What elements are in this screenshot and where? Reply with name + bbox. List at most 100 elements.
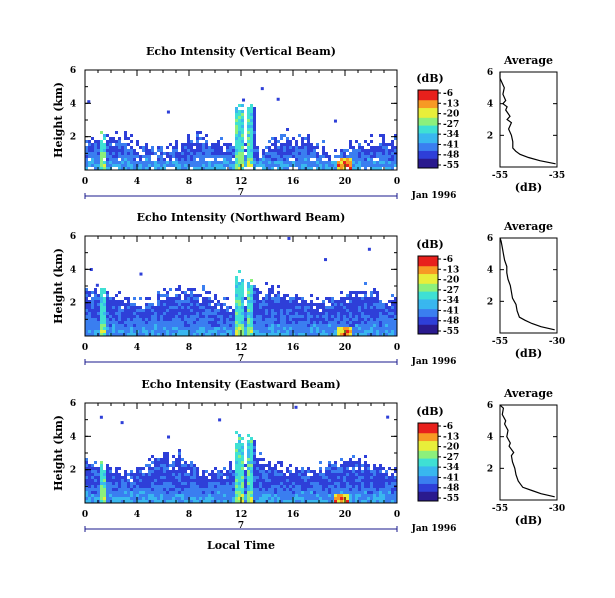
echo-cell: [169, 152, 172, 155]
echo-cell: [256, 312, 259, 315]
echo-cell: [100, 315, 103, 318]
echo-cell: [358, 491, 361, 494]
echo-cell: [115, 330, 118, 333]
echo-cell: [100, 312, 103, 315]
echo-cell: [220, 485, 223, 488]
echo-cell: [178, 452, 181, 455]
echo-cell: [346, 312, 349, 315]
echo-cell: [178, 318, 181, 321]
echo-cell: [391, 482, 394, 485]
echo-cell: [100, 327, 103, 330]
colorbar-segment: [418, 113, 438, 116]
echo-cell: [238, 309, 241, 312]
echo-cell: [343, 161, 346, 164]
echo-cell: [346, 461, 349, 464]
echo-cell: [211, 470, 214, 473]
echo-cell: [313, 485, 316, 488]
echo-cell: [391, 330, 394, 333]
profile-y-tick-label: 6: [487, 68, 493, 78]
echo-cell: [142, 167, 145, 170]
echo-cell: [88, 312, 91, 315]
echo-cell: [253, 164, 256, 167]
echo-cell: [208, 488, 211, 491]
echo-cell: [220, 497, 223, 500]
echo-cell: [184, 321, 187, 324]
echo-cell: [130, 500, 133, 503]
echo-cell: [337, 300, 340, 303]
echo-cell: [241, 116, 244, 119]
echo-cell: [163, 482, 166, 485]
echo-cell: [232, 470, 235, 473]
echo-cell: [304, 327, 307, 330]
echo-cell: [130, 318, 133, 321]
echo-cell: [196, 167, 199, 170]
echo-cell: [235, 318, 238, 321]
echo-cell: [136, 155, 139, 158]
echo-cell: [139, 473, 142, 476]
echo-cell: [160, 482, 163, 485]
echo-cell: [247, 327, 250, 330]
echo-cell: [241, 452, 244, 455]
echo-cell: [256, 485, 259, 488]
echo-cell: [280, 473, 283, 476]
echo-cell: [163, 321, 166, 324]
echo-cell: [172, 303, 175, 306]
echo-cell: [307, 318, 310, 321]
echo-cell: [157, 473, 160, 476]
echo-cell: [121, 300, 124, 303]
echo-cell: [196, 321, 199, 324]
echo-cell: [103, 288, 106, 291]
echo-cell: [166, 164, 169, 167]
echo-cell: [292, 161, 295, 164]
echo-cell: [376, 485, 379, 488]
echo-cell: [286, 161, 289, 164]
echo-cell: [217, 303, 220, 306]
echo-cell: [304, 309, 307, 312]
echo-cell: [328, 333, 331, 336]
echo-cell: [235, 140, 238, 143]
echo-cell: [388, 164, 391, 167]
echo-cell: [253, 491, 256, 494]
echo-cell: [163, 491, 166, 494]
echo-cell: [187, 288, 190, 291]
echo-cell: [112, 473, 115, 476]
echo-cell: [388, 479, 391, 482]
echo-cell: [385, 473, 388, 476]
echo-cell: [220, 318, 223, 321]
echo-cell: [328, 485, 331, 488]
echo-cell: [229, 152, 232, 155]
echo-cell: [322, 482, 325, 485]
echo-cell: [247, 452, 250, 455]
echo-cell: [292, 491, 295, 494]
echo-cell: [238, 143, 241, 146]
echo-cell: [295, 309, 298, 312]
echo-cell: [382, 488, 385, 491]
echo-cell: [106, 473, 109, 476]
echo-cell: [223, 309, 226, 312]
echo-cell: [88, 476, 91, 479]
echo-cell: [88, 152, 91, 155]
echo-cell: [280, 158, 283, 161]
colorbar-segment: [418, 436, 438, 440]
echo-cell: [280, 479, 283, 482]
y-tick-label: 4: [70, 99, 76, 109]
echo-cell: [250, 312, 253, 315]
echo-cell: [265, 327, 268, 330]
echo-cell: [280, 324, 283, 327]
echo-cell: [394, 333, 397, 336]
echo-cell: [394, 482, 397, 485]
echo-cell: [208, 306, 211, 309]
echo-cell: [166, 479, 169, 482]
echo-cell: [91, 152, 94, 155]
echo-cell: [253, 149, 256, 152]
echo-cell: [148, 149, 151, 152]
echo-cell: [160, 473, 163, 476]
echo-cell: [241, 327, 244, 330]
echo-cell: [274, 161, 277, 164]
echo-cell: [115, 140, 118, 143]
y-axis-label: Height (km): [52, 248, 65, 324]
echo-cell: [367, 306, 370, 309]
echo-cell: [208, 167, 211, 170]
echo-cell: [391, 333, 394, 336]
